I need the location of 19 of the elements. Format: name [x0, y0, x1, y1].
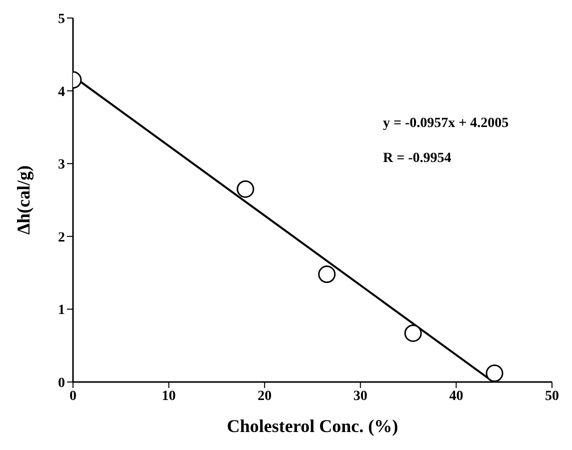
y-tick-label: 0 [58, 376, 65, 391]
x-tick-label: 50 [545, 388, 559, 404]
y-tick-label: 3 [58, 158, 65, 173]
y-tick-label: 4 [58, 84, 65, 100]
annotation: R = -0.9954 [383, 151, 452, 167]
x-tick-label: 40 [449, 388, 464, 404]
x-tick-label: 10 [162, 388, 176, 404]
point [318, 266, 336, 284]
point [486, 364, 504, 382]
y-tick-label: 2 [58, 230, 65, 246]
point [404, 324, 422, 342]
x-tick-label: 30 [353, 388, 368, 404]
y-axis-title: Δh(cal/g) [13, 165, 34, 235]
annotation: y = -0.0957x + 4.2005 [383, 116, 509, 132]
x-tick-label: 20 [258, 388, 272, 404]
y-tick-label: 1 [58, 303, 65, 318]
x-axis-title: Cholesterol Conc. (%) [226, 416, 398, 436]
x-tick-label: 0 [70, 388, 76, 404]
y-tick-label: 5 [58, 12, 65, 27]
